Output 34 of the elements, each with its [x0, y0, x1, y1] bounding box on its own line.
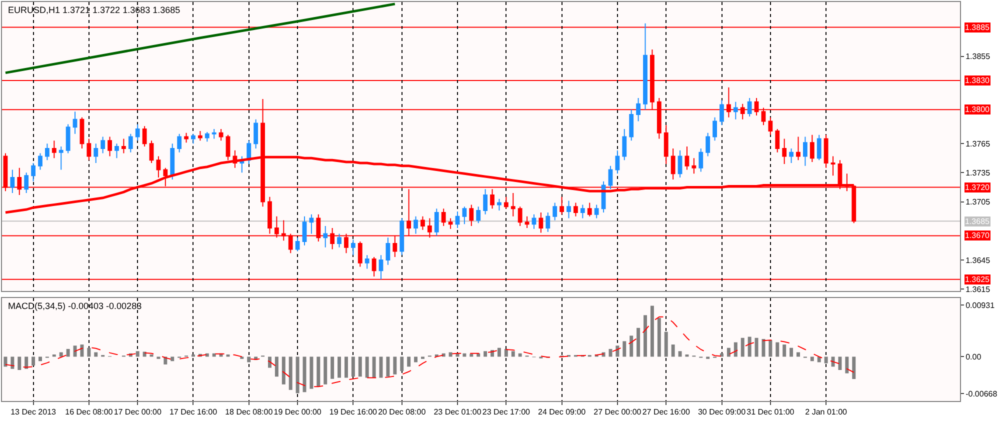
ref-line-label: 1.3685: [965, 217, 990, 226]
y-tick-label: 1.3705: [966, 198, 991, 207]
y-tick-label: 0.00931: [966, 300, 996, 310]
x-tick-label: 2 Jan 01:00: [805, 408, 848, 417]
x-tick-label: 19 Dec 16:00: [329, 408, 378, 417]
x-tick-label: 18 Dec 08:00: [225, 408, 274, 417]
y-tick-label: 1.3855: [966, 52, 991, 62]
ref-line-label: 1.3830: [965, 76, 990, 85]
x-tick-label: 30 Dec 09:00: [698, 408, 746, 417]
y-tick-label: -0.00668: [966, 389, 998, 398]
y-tick-label: 1.3645: [966, 256, 991, 265]
x-tick-label: 27 Dec 00:00: [594, 408, 642, 417]
x-tick-label: 31 Dec 01:00: [746, 408, 795, 417]
x-tick-label: 16 Dec 08:00: [65, 408, 114, 417]
x-tick-label: 23 Dec 01:00: [434, 408, 482, 417]
x-tick-label: 23 Dec 17:00: [482, 408, 531, 417]
y-tick-label: 1.3615: [966, 284, 991, 294]
chart-title: MACD(5,34,5) -0.00403 -0.00283: [8, 301, 142, 311]
ref-line-label: 1.3800: [965, 105, 990, 114]
ref-line-label: 1.3625: [965, 275, 990, 284]
x-tick-label: 17 Dec 00:00: [114, 408, 162, 417]
x-tick-label: 17 Dec 16:00: [169, 408, 218, 417]
ref-line-label: 1.3670: [965, 231, 990, 240]
x-tick-label: 20 Dec 08:00: [378, 408, 426, 417]
y-tick-label: 0.00: [966, 352, 982, 362]
x-tick-label: 27 Dec 16:00: [642, 408, 690, 417]
x-tick-label: 24 Dec 09:00: [538, 408, 586, 417]
y-tick-label: 1.3735: [966, 168, 991, 178]
x-tick-label: 19 Dec 00:00: [274, 408, 322, 417]
ref-line-label: 1.3885: [965, 23, 990, 32]
chart-title: EURUSD,H1 1.3721 1.3722 1.3683 1.3685: [8, 5, 180, 15]
ref-line-label: 1.3720: [965, 183, 990, 192]
y-tick-label: 1.3765: [966, 139, 991, 148]
x-tick-label: 13 Dec 2013: [10, 408, 57, 417]
